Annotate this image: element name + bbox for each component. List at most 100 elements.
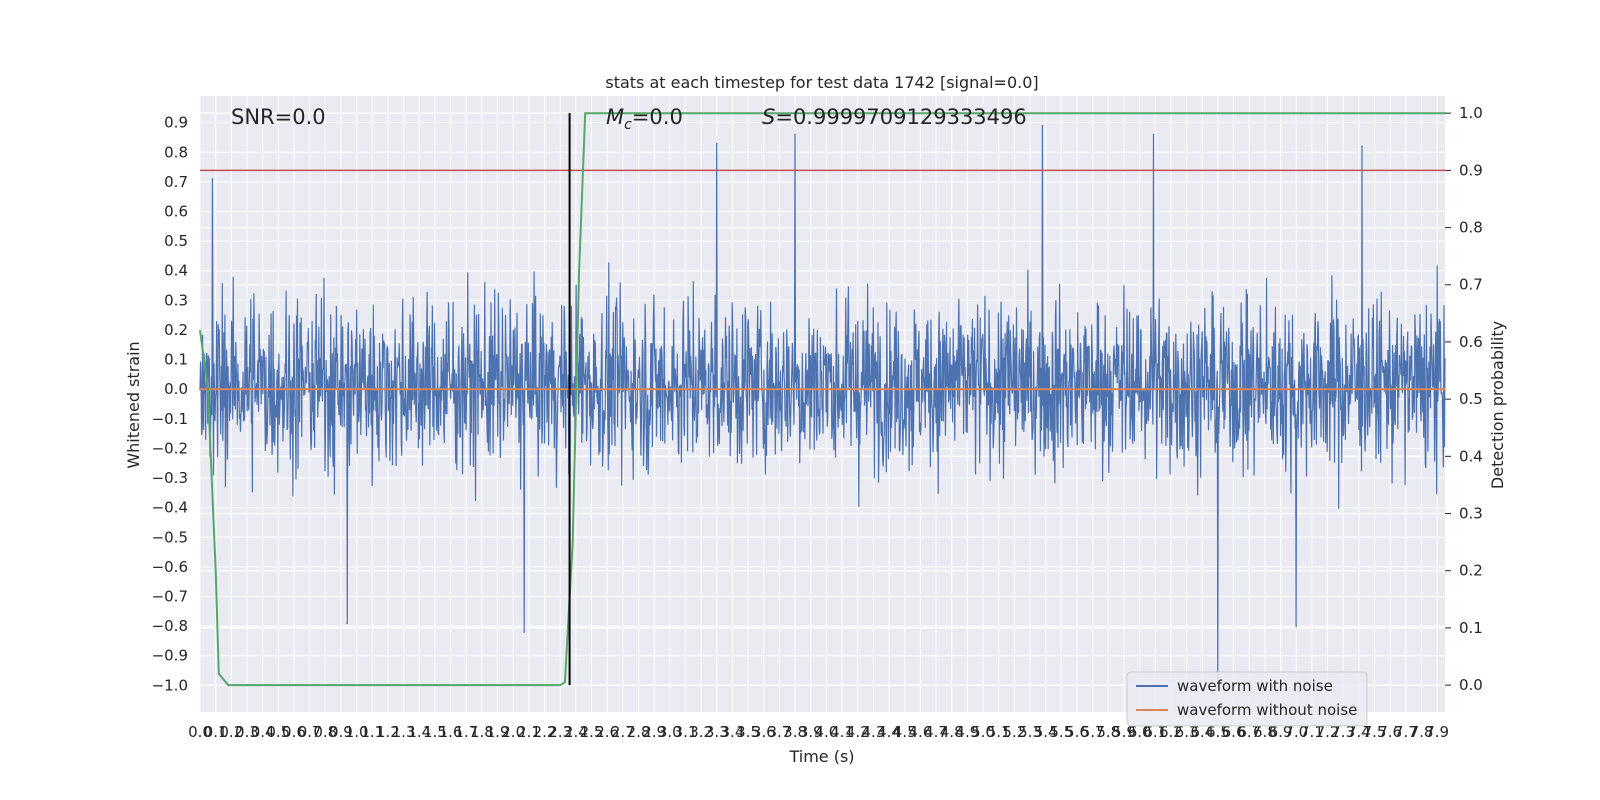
waveform-peak-point xyxy=(794,133,796,136)
y-tick-label: −0.7 xyxy=(152,588,188,606)
detection-probability-point xyxy=(199,329,201,332)
x-tick-label: 1.4 xyxy=(407,723,431,741)
detection-probability-point xyxy=(584,112,587,114)
x-tick-label: 5.5 xyxy=(1049,723,1073,741)
x-tick-label: 7.9 xyxy=(1425,723,1449,741)
x-tick-label: 2.7 xyxy=(611,723,635,741)
x-tick-label: 7.4 xyxy=(1347,723,1371,741)
x-tick-label: 3.1 xyxy=(674,723,698,741)
series-lines xyxy=(199,112,1446,687)
detection-probability-point xyxy=(578,272,580,275)
x-tick-label: 2.3 xyxy=(548,723,572,741)
x-tick-label: 5.3 xyxy=(1018,723,1042,741)
x-tick-label: 0.4 xyxy=(251,723,275,741)
x-tick-label: 4.5 xyxy=(893,723,917,741)
x-tick-label: 7.8 xyxy=(1410,723,1434,741)
x-tick-label: 3.2 xyxy=(689,723,713,741)
x-tick-label: 7.6 xyxy=(1378,723,1402,741)
annotation-snr: SNR=0.0 xyxy=(231,105,326,129)
x-tick-label: 0.7 xyxy=(298,723,322,741)
y-tick-label: 0.8 xyxy=(164,143,188,161)
detection-probability-point xyxy=(207,386,209,389)
y2-tick-label: 0.6 xyxy=(1459,333,1483,351)
y-tick-label: 0.4 xyxy=(164,262,188,280)
x-tick-label: 6.0 xyxy=(1128,723,1152,741)
x-tick-label: 1.7 xyxy=(454,723,478,741)
x-tick-label: 4.0 xyxy=(814,723,838,741)
x-tick-label: 2.4 xyxy=(564,723,588,741)
x-tick-label: 6.8 xyxy=(1253,723,1277,741)
y2-tick-label: 1.0 xyxy=(1459,104,1483,122)
x-tick-label: 6.4 xyxy=(1190,723,1214,741)
y-tick-label: −0.4 xyxy=(152,499,188,517)
y-tick-label: −0.2 xyxy=(152,439,188,457)
y-tick-label: −0.3 xyxy=(152,469,188,487)
y-tick-label: 0.2 xyxy=(164,321,188,339)
x-tick-label: 0.9 xyxy=(329,723,353,741)
x-tick-label: 4.1 xyxy=(830,723,854,741)
y-tick-label: 0.1 xyxy=(164,351,188,369)
x-tick-label: 7.1 xyxy=(1300,723,1324,741)
waveform-peak-point xyxy=(523,631,525,633)
x-tick-label: 1.6 xyxy=(439,723,463,741)
x-tick-label: 0.3 xyxy=(235,723,259,741)
waveform-peak-point xyxy=(1295,625,1298,627)
x-tick-label: 0.5 xyxy=(266,723,290,741)
y-tick-label: 0.6 xyxy=(164,203,188,221)
x-tick-label: 4.6 xyxy=(908,723,932,741)
detection-probability-point xyxy=(559,684,561,686)
y2-tick-label: 0.1 xyxy=(1459,619,1483,637)
waveform-peak-point xyxy=(1152,133,1155,136)
x-tick-label: 3.4 xyxy=(721,723,745,741)
x-tick-label: 6.5 xyxy=(1206,723,1230,741)
x-tick-label: 5.8 xyxy=(1096,723,1120,741)
x-tick-label: 3.6 xyxy=(752,723,776,741)
x-tick-label: 0.6 xyxy=(282,723,306,741)
x-tick-label: 1.2 xyxy=(376,723,400,741)
x-tick-label: 7.7 xyxy=(1394,723,1418,741)
y-tick-label: −1.0 xyxy=(152,676,188,694)
y2-tick-label: 0.4 xyxy=(1459,447,1483,465)
x-tick-label: 4.3 xyxy=(861,723,885,741)
annotation-s-symbol: S xyxy=(762,105,775,129)
legend-label-clean: waveform without noise xyxy=(1177,701,1357,719)
x-tick-label: 1.1 xyxy=(360,723,384,741)
x-tick-label: 2.9 xyxy=(642,723,666,741)
y2-tick-label: 0.8 xyxy=(1459,219,1483,237)
x-tick-label: 7.5 xyxy=(1363,723,1387,741)
x-tick-label: 0.8 xyxy=(313,723,337,741)
x-tick-label: 3.8 xyxy=(783,723,807,741)
x-tick-label: 5.7 xyxy=(1081,723,1105,741)
y-tick-label: 0.3 xyxy=(164,291,188,309)
annotation-mc-symbol: M xyxy=(606,105,624,129)
y2-tick-label: 0.0 xyxy=(1459,676,1483,694)
legend-box xyxy=(1126,671,1368,727)
x-tick-label: 2.5 xyxy=(580,723,604,741)
x-tick-label: 2.2 xyxy=(533,723,557,741)
x-tick-label: 0.0 xyxy=(188,723,212,741)
x-tick-label: 3.7 xyxy=(768,723,792,741)
legend: waveform with noise waveform without noi… xyxy=(1126,671,1368,727)
x-tick-label: 1.9 xyxy=(486,723,510,741)
x-tick-label: 0.1 xyxy=(204,723,228,741)
y2-tick-label: 0.5 xyxy=(1459,390,1483,408)
y-axis-title: Whitened strain xyxy=(124,341,143,468)
detection-probability-point xyxy=(214,569,217,572)
x-tick-label: 4.8 xyxy=(940,723,964,741)
waveform-peak-point xyxy=(346,622,349,624)
x-tick-label: 4.4 xyxy=(877,723,901,741)
tick-labels: 0.00.10.20.30.40.50.60.70.80.91.01.11.21… xyxy=(152,104,1483,741)
x-tick-label: 6.3 xyxy=(1175,723,1199,741)
x-tick-label: 2.0 xyxy=(501,723,525,741)
y2-tick-label: 0.3 xyxy=(1459,505,1483,523)
x-tick-label: 5.9 xyxy=(1112,723,1136,741)
y-tick-label: −0.5 xyxy=(152,528,188,546)
x-tick-label: 5.0 xyxy=(971,723,995,741)
y2-tick-label: 0.2 xyxy=(1459,562,1483,580)
detection-probability-point xyxy=(564,681,566,684)
x-tick-label: 7.2 xyxy=(1316,723,1340,741)
waveform-peak-point xyxy=(1361,145,1363,148)
y-tick-label: −0.9 xyxy=(152,647,188,665)
x-tick-label: 1.0 xyxy=(345,723,369,741)
